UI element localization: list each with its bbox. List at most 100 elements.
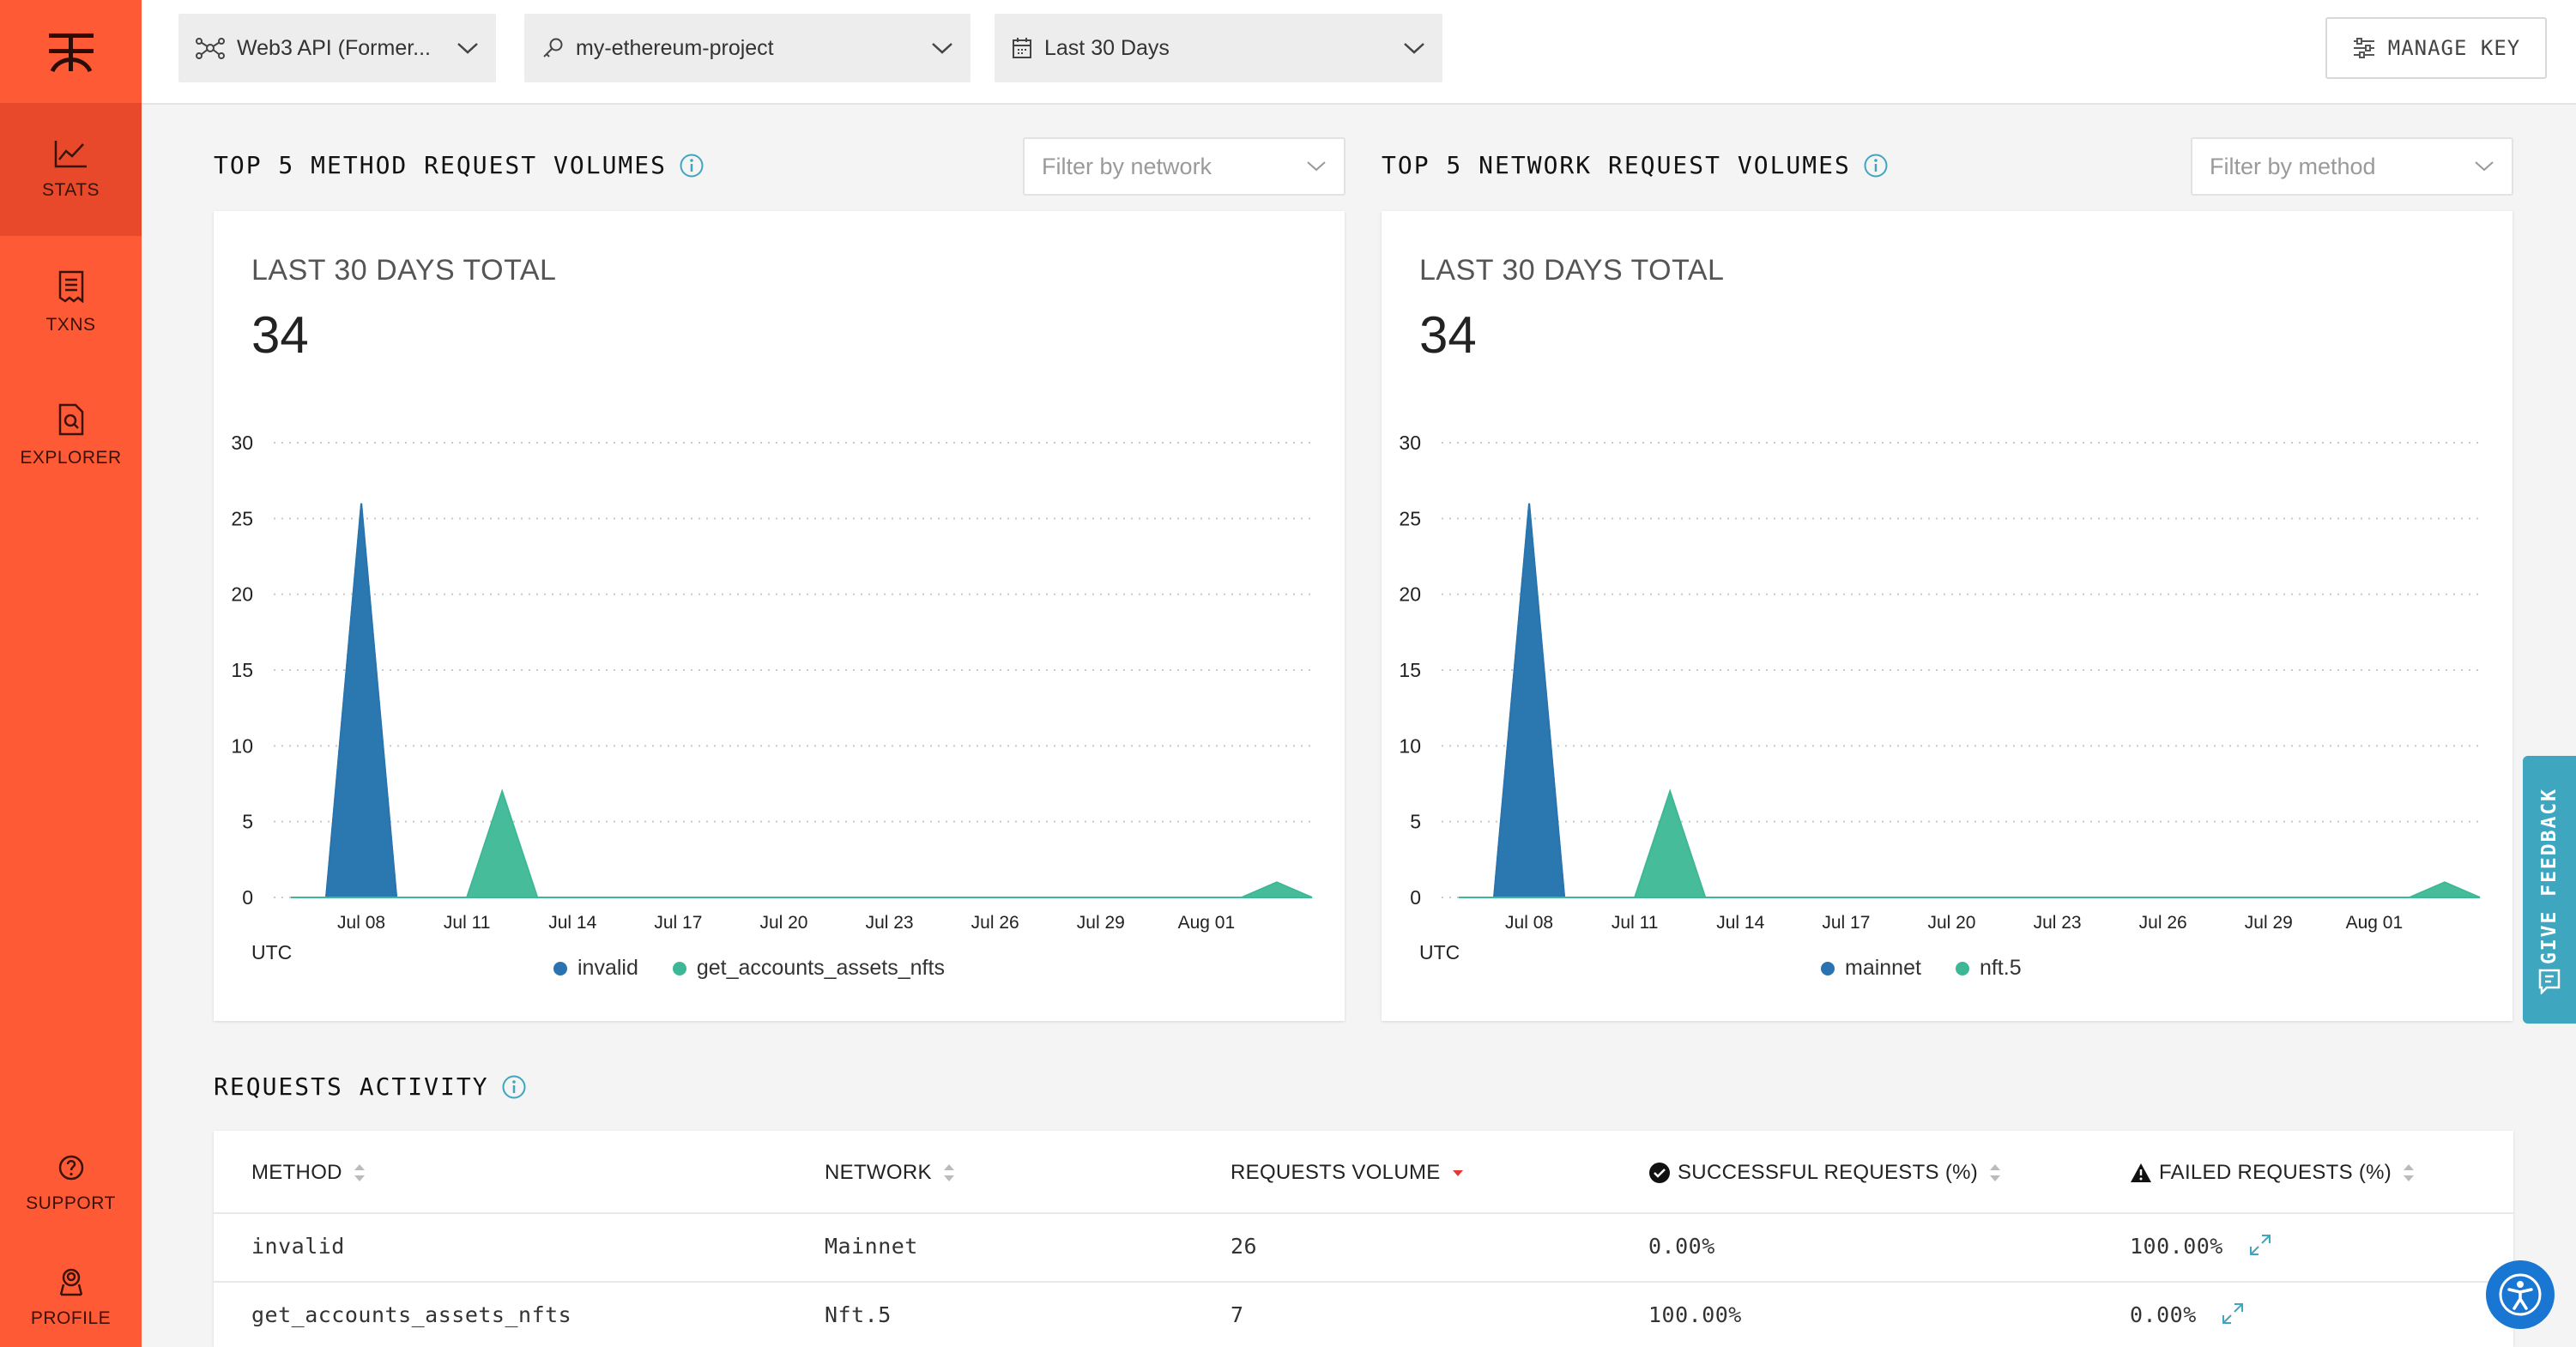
legend-item[interactable]: mainnet xyxy=(1821,956,1921,981)
legend-label: invalid xyxy=(577,956,638,980)
key-icon xyxy=(543,38,563,57)
requests-activity-heading: REQUESTS ACTIVITY xyxy=(214,1072,527,1101)
expand-icon[interactable] xyxy=(2247,1232,2273,1258)
timezone-label: UTC xyxy=(251,941,292,963)
chevron-down-icon xyxy=(1404,43,1424,54)
question-circle-icon xyxy=(58,1155,83,1181)
divider xyxy=(214,1212,2513,1214)
filter-by-network-select[interactable]: Filter by network xyxy=(1023,137,1345,196)
network-nodes-icon xyxy=(196,38,225,59)
chevron-down-icon xyxy=(1307,161,1326,172)
y-tick-label: 5 xyxy=(242,811,253,833)
chevron-down-icon xyxy=(932,43,952,54)
cell-successful: 100.00% xyxy=(1648,1302,1742,1327)
legend-swatch xyxy=(1955,961,1969,976)
column-label: METHOD xyxy=(251,1161,342,1184)
card-label: LAST 30 DAYS TOTAL xyxy=(251,254,557,287)
project-select-value: my-ethereum-project xyxy=(576,35,774,60)
sidebar-item-explorer[interactable]: EXPLORER xyxy=(0,369,142,502)
y-tick-label: 25 xyxy=(231,507,253,529)
legend-label: nft.5 xyxy=(1979,956,2022,980)
x-tick-label: Jul 08 xyxy=(337,913,385,933)
column-header-method[interactable]: METHOD xyxy=(251,1161,366,1185)
section-title: TOP 5 NETWORK REQUEST VOLUMES xyxy=(1382,151,1851,179)
sidebar-item-label: SUPPORT xyxy=(26,1193,116,1213)
y-tick-label: 30 xyxy=(1399,432,1421,454)
user-badge-icon xyxy=(59,1268,82,1296)
section-title: TOP 5 METHOD REQUEST VOLUMES xyxy=(214,151,668,179)
column-header-successful-requests[interactable]: SUCCESSFUL REQUESTS (%) xyxy=(1648,1161,2002,1185)
sort-desc-icon xyxy=(1452,1170,1463,1176)
cell-failed: 0.00% xyxy=(2130,1302,2197,1327)
y-tick-label: 5 xyxy=(1410,811,1421,833)
accessibility-icon xyxy=(2499,1273,2542,1316)
expand-icon[interactable] xyxy=(2220,1301,2246,1326)
legend-item[interactable]: invalid xyxy=(553,956,638,981)
cell-method: get_accounts_assets_nfts xyxy=(251,1302,572,1327)
legend-swatch xyxy=(1821,961,1835,976)
line-chart-icon xyxy=(54,140,87,167)
manage-key-button[interactable]: MANAGE KEY xyxy=(2325,17,2547,79)
info-icon[interactable] xyxy=(679,153,704,178)
top-bar: Web3 API (Former... my-ethereum-project … xyxy=(142,0,2576,105)
filter-by-method-select[interactable]: Filter by method xyxy=(2191,137,2513,196)
series-area-get-accounts-assets-nfts xyxy=(291,503,1313,898)
column-label: FAILED REQUESTS (%) xyxy=(2159,1161,2392,1184)
sidebar-item-label: STATS xyxy=(41,179,100,200)
sort-icon xyxy=(2404,1164,2415,1181)
chart-legend: mainnet nft.5 xyxy=(1821,956,2056,981)
receipt-icon xyxy=(58,270,83,303)
series-area-nft-5 xyxy=(1459,503,2481,898)
x-tick-label: Jul 23 xyxy=(2034,913,2082,933)
api-select[interactable]: Web3 API (Former... xyxy=(178,14,496,82)
legend-item[interactable]: nft.5 xyxy=(1955,956,2022,981)
chevron-down-icon xyxy=(2475,161,2494,172)
y-tick-label: 25 xyxy=(1399,507,1421,529)
sort-icon xyxy=(943,1164,954,1181)
x-tick-label: Aug 01 xyxy=(1178,913,1236,933)
x-tick-label: Jul 17 xyxy=(654,913,702,933)
info-icon[interactable] xyxy=(1863,153,1889,178)
date-range-select[interactable]: Last 30 Days xyxy=(995,14,1442,82)
sidebar-item-profile[interactable]: PROFILE xyxy=(0,1248,142,1347)
sidebar-item-txns[interactable]: TXNS xyxy=(0,236,142,369)
card-total: 34 xyxy=(1419,306,1477,364)
cell-network: Nft.5 xyxy=(825,1302,892,1327)
project-select[interactable]: my-ethereum-project xyxy=(524,14,971,82)
document-search-icon xyxy=(58,403,83,435)
y-tick-label: 20 xyxy=(231,583,253,606)
x-tick-label: Jul 29 xyxy=(2245,913,2293,933)
sidebar-item-stats[interactable]: STATS xyxy=(0,103,142,236)
legend-swatch xyxy=(672,961,686,976)
cell-requests-volume: 26 xyxy=(1231,1234,1258,1259)
column-header-failed-requests[interactable]: FAILED REQUESTS (%) xyxy=(2130,1161,2416,1185)
chevron-down-icon xyxy=(457,43,478,54)
network-volumes-heading: TOP 5 NETWORK REQUEST VOLUMES xyxy=(1382,151,1889,179)
logo-icon xyxy=(48,33,94,73)
column-header-network[interactable]: NETWORK xyxy=(825,1161,956,1185)
filter-placeholder: Filter by network xyxy=(1042,153,1212,179)
sidebar-item-support[interactable]: SUPPORT xyxy=(0,1120,142,1248)
cell-failed: 100.00% xyxy=(2130,1234,2223,1259)
column-label: NETWORK xyxy=(825,1161,932,1184)
method-volume-card: LAST 30 DAYS TOTAL 34 0 5 10 15 20 25 30 Jul 08… xyxy=(214,211,1345,1021)
x-tick-label: Jul 17 xyxy=(1822,913,1870,933)
x-tick-label: Jul 14 xyxy=(548,913,596,933)
x-tick-label: Jul 20 xyxy=(759,913,807,933)
give-feedback-tab[interactable]: GIVE FEEDBACK xyxy=(2523,756,2576,1024)
sliders-icon xyxy=(2353,38,2374,58)
sort-icon xyxy=(1990,1164,2001,1181)
manage-key-label: MANAGE KEY xyxy=(2387,36,2521,60)
network-volume-chart: 0 5 10 15 20 25 30 Jul 08 Jul 11 Jul 14 Jul 17 Jul … xyxy=(1399,432,2482,963)
series-area-mainnet xyxy=(1459,503,2480,898)
accessibility-button[interactable] xyxy=(2486,1260,2555,1329)
x-tick-label: Jul 20 xyxy=(1927,913,1975,933)
legend-item[interactable]: get_accounts_assets_nfts xyxy=(672,956,945,981)
card-total: 34 xyxy=(251,306,309,364)
info-icon[interactable] xyxy=(501,1074,527,1100)
logo[interactable] xyxy=(0,0,142,103)
column-header-requests-volume[interactable]: REQUESTS VOLUME xyxy=(1231,1161,1465,1185)
y-tick-label: 15 xyxy=(231,659,253,681)
timezone-label: UTC xyxy=(1419,941,1460,963)
section-title: REQUESTS ACTIVITY xyxy=(214,1072,489,1101)
